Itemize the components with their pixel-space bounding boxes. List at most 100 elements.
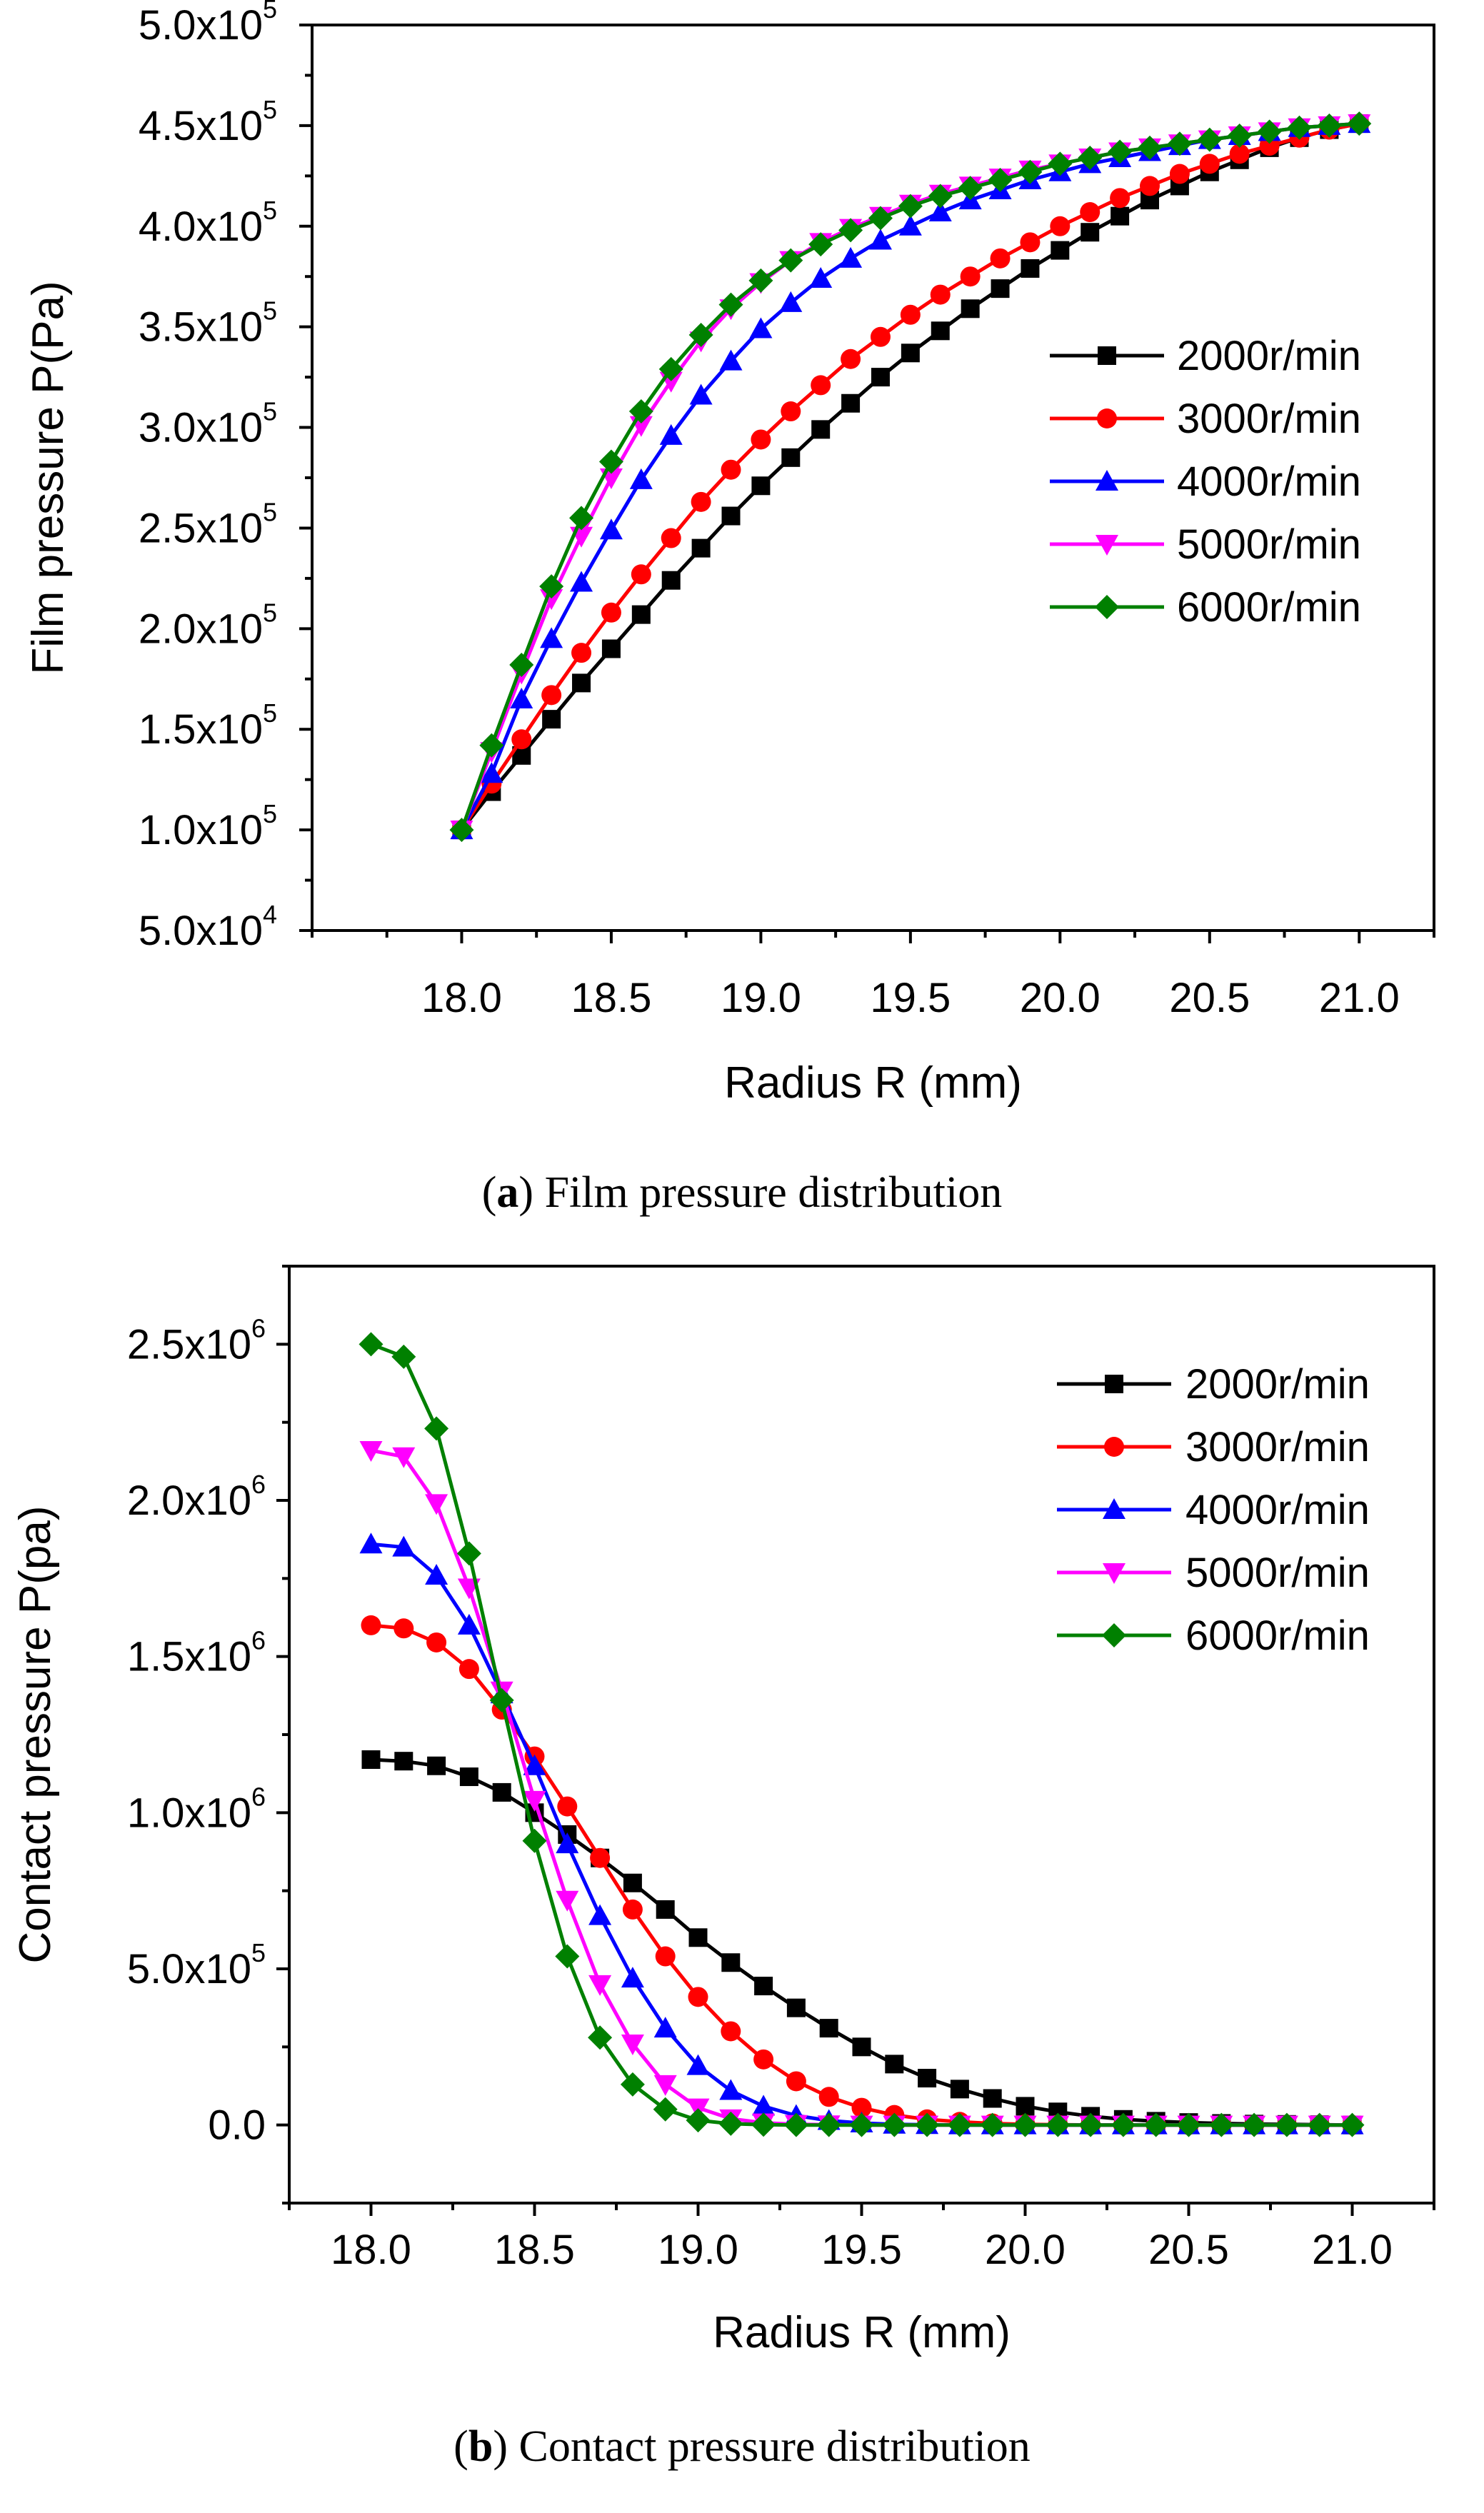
data-point — [1209, 2112, 1234, 2137]
data-point — [898, 194, 923, 219]
legend-item: 2000r/min — [1050, 333, 1361, 379]
data-point — [870, 326, 891, 347]
y-tick-label: 1.5x106 — [127, 1626, 266, 1680]
y-tick-mantissa: 2.0x10 — [127, 1478, 251, 1524]
y-tick-label: 5.0x104 — [139, 900, 277, 954]
data-point — [457, 1613, 481, 1635]
legend-item: 3000r/min — [1050, 396, 1361, 442]
data-point — [540, 627, 563, 648]
data-point — [928, 184, 953, 209]
y-tick-label: 1.0x105 — [139, 799, 277, 853]
data-point — [556, 1890, 579, 1912]
data-point — [1140, 176, 1160, 196]
data-point — [688, 1987, 708, 2007]
y-tick-mantissa: 2.5x10 — [127, 1321, 251, 1368]
data-point — [449, 818, 474, 843]
y-tick-mantissa: 5.0x10 — [139, 908, 263, 954]
data-point — [689, 383, 713, 405]
y-tick-exponent: 6 — [251, 1626, 266, 1655]
data-point — [359, 1332, 383, 1357]
y-tick-label: 2.0x105 — [139, 598, 277, 652]
x-tick-label: 20.0 — [1020, 975, 1101, 1021]
x-tick-label: 19.5 — [870, 975, 951, 1021]
data-point — [661, 571, 681, 590]
data-point — [983, 2089, 1002, 2108]
data-point — [540, 589, 563, 611]
data-point — [1013, 2112, 1038, 2137]
data-point — [391, 1344, 416, 1369]
legend-label: 4000r/min — [1177, 458, 1361, 505]
y-tick-exponent: 5 — [263, 296, 277, 326]
data-point — [851, 2097, 872, 2118]
data-point — [1176, 2112, 1201, 2137]
x-tick-label: 18.0 — [331, 2227, 411, 2273]
data-point — [898, 214, 922, 236]
legend-item: 5000r/min — [1050, 521, 1361, 568]
y-tick-mantissa: 1.5x10 — [139, 706, 263, 753]
y-tick-mantissa: 1.0x10 — [139, 807, 263, 853]
data-point — [947, 2112, 972, 2137]
legend: 2000r/min 3000r/min 4000r/min 5000r/min 6000… — [1057, 1361, 1370, 1659]
data-point — [688, 1928, 708, 1947]
y-tick-mantissa: 0.0 — [208, 2102, 266, 2149]
data-point — [629, 468, 653, 489]
y-tick-label: 5.0x105 — [127, 1938, 266, 1992]
data-point — [691, 491, 711, 512]
data-point — [424, 1416, 449, 1441]
data-point — [1227, 123, 1252, 148]
data-point — [572, 673, 591, 693]
x-tick-label: 21.0 — [1319, 975, 1400, 1021]
data-point — [1048, 151, 1073, 176]
data-point — [1274, 2112, 1299, 2137]
data-point — [988, 167, 1013, 192]
legend-label: 5000r/min — [1185, 1550, 1370, 1596]
data-point — [480, 762, 503, 783]
y-tick-label: 0.0 — [208, 2102, 266, 2149]
y-tick-label: 2.5x105 — [139, 497, 277, 551]
y-tick-mantissa: 3.0x10 — [139, 405, 263, 451]
y-tick-label: 3.5x105 — [139, 296, 277, 351]
x-tick-label: 18.5 — [494, 2227, 575, 2273]
data-point — [1307, 2112, 1332, 2137]
y-tick-exponent: 5 — [263, 196, 277, 225]
data-point — [718, 2111, 743, 2136]
data-point — [588, 2025, 613, 2050]
x-tick-label: 19.0 — [721, 975, 801, 1021]
data-point — [686, 2108, 711, 2133]
y-tick-label: 1.5x105 — [139, 698, 277, 753]
data-point — [818, 2087, 839, 2107]
data-point — [628, 399, 653, 424]
data-point — [601, 602, 621, 623]
data-point — [928, 201, 952, 222]
data-point — [749, 317, 773, 338]
data-point — [557, 1796, 578, 1817]
series-6000r/min — [449, 111, 1372, 843]
legend-label: 6000r/min — [1177, 584, 1361, 631]
y-axis-title: Film pressure P(Pa) — [24, 281, 73, 674]
legend-label: 4000r/min — [1185, 1487, 1370, 1533]
data-point — [1110, 188, 1130, 209]
y-tick-mantissa: 5.0x10 — [139, 2, 263, 49]
data-point — [511, 729, 532, 750]
x-tick-label: 19.5 — [821, 2227, 902, 2273]
data-point — [751, 429, 771, 450]
data-point — [588, 1975, 612, 1996]
y-tick-label: 4.5x105 — [139, 95, 277, 149]
data-point — [653, 2017, 677, 2038]
data-point — [901, 343, 920, 363]
data-point — [661, 528, 681, 548]
data-point — [601, 639, 621, 658]
y-tick-exponent: 6 — [251, 1470, 266, 1499]
data-point — [1080, 202, 1101, 223]
y-tick-exponent: 5 — [263, 0, 277, 24]
data-point — [359, 1441, 383, 1463]
data-point — [980, 2112, 1005, 2137]
data-point — [958, 176, 983, 201]
data-point — [1016, 2097, 1035, 2116]
data-point — [1143, 2112, 1168, 2137]
data-point — [753, 2049, 774, 2070]
x-tick-label: 20.0 — [985, 2227, 1066, 2273]
data-point — [479, 733, 504, 758]
data-point — [686, 2054, 710, 2075]
data-point — [1242, 2112, 1267, 2137]
